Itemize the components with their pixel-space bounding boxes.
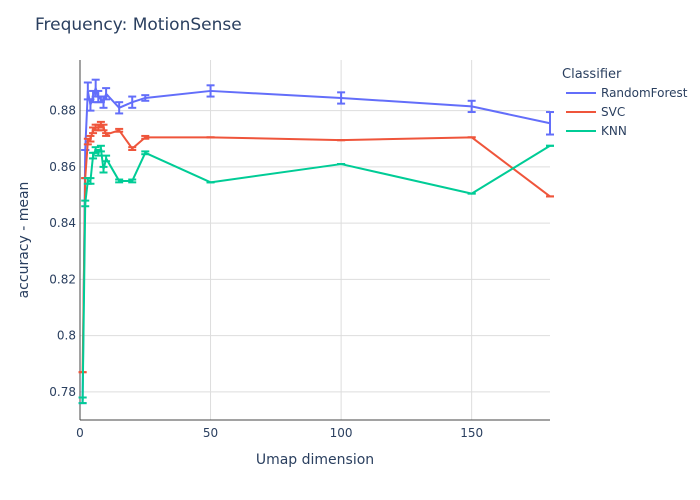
legend-item-svc[interactable]: SVC bbox=[566, 105, 625, 119]
y-tick-label: 0.88 bbox=[49, 104, 76, 118]
legend-label: SVC bbox=[601, 105, 625, 119]
x-tick-label: 0 bbox=[76, 426, 84, 440]
x-tick-label: 50 bbox=[203, 426, 218, 440]
y-tick-label: 0.84 bbox=[49, 216, 76, 230]
series-layer bbox=[78, 78, 554, 405]
legend-title: Classifier bbox=[562, 67, 622, 82]
legend-item-knn[interactable]: KNN bbox=[566, 124, 627, 138]
legend-item-randomforest[interactable]: RandomForest bbox=[566, 86, 688, 100]
y-tick-label: 0.78 bbox=[49, 385, 76, 399]
y-tick-label: 0.86 bbox=[49, 160, 76, 174]
y-tick-label: 0.8 bbox=[57, 329, 76, 343]
y-tick-label: 0.82 bbox=[49, 272, 76, 286]
x-tick-label: 150 bbox=[460, 426, 483, 440]
grid bbox=[80, 60, 550, 420]
x-tick-label: 100 bbox=[330, 426, 353, 440]
legend[interactable]: Classifier RandomForest SVC KNN bbox=[562, 67, 688, 138]
legend-label: RandomForest bbox=[601, 86, 688, 100]
legend-label: KNN bbox=[601, 124, 627, 138]
series-randomforest bbox=[78, 78, 554, 405]
x-axis-label: Umap dimension bbox=[256, 452, 374, 468]
y-axis-label: accuracy - mean bbox=[16, 182, 32, 299]
series-knn bbox=[78, 144, 554, 405]
chart-title: Frequency: MotionSense bbox=[35, 15, 242, 35]
axes: 0 50 100 150 0.78 0.8 0.82 0.84 0.86 0.88 bbox=[49, 60, 550, 440]
series-svc bbox=[78, 120, 554, 374]
